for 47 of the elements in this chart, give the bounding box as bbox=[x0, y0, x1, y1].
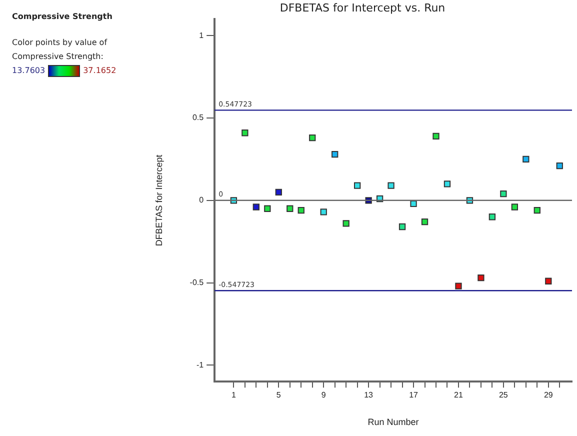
x-tick-label: 13 bbox=[364, 390, 374, 400]
point bbox=[242, 130, 248, 136]
x-tick-label: 29 bbox=[544, 390, 554, 400]
x-tick-label: 21 bbox=[454, 390, 464, 400]
point bbox=[252, 204, 260, 210]
point bbox=[421, 218, 428, 226]
point bbox=[398, 223, 406, 230]
point bbox=[320, 208, 327, 216]
point bbox=[522, 156, 530, 163]
point bbox=[332, 150, 338, 158]
point bbox=[354, 182, 361, 189]
y-tick-label: 1 bbox=[199, 30, 204, 40]
point bbox=[488, 214, 496, 220]
x-tick-label: 9 bbox=[321, 390, 326, 400]
point bbox=[298, 206, 304, 214]
point bbox=[545, 278, 552, 284]
point bbox=[511, 204, 518, 210]
point bbox=[275, 188, 282, 196]
text: Compressive Strength bbox=[12, 11, 114, 23]
y-tick-label: -0.5 bbox=[190, 278, 204, 287]
text: Compressive Strength: bbox=[12, 51, 104, 63]
y-tick-label: -1 bbox=[196, 360, 204, 370]
text: Color points by value of bbox=[12, 37, 108, 49]
x-tick-label: 5 bbox=[276, 390, 282, 400]
x-tick-label: 1 bbox=[231, 390, 236, 400]
text: 37.1652 bbox=[83, 66, 116, 75]
chart-title: DFBETAS for Intercept vs. Run bbox=[280, 1, 446, 14]
point bbox=[410, 200, 417, 208]
point bbox=[309, 134, 316, 142]
point bbox=[264, 205, 271, 212]
y-tick-label: 0.5 bbox=[192, 113, 204, 122]
point bbox=[556, 162, 563, 170]
x-tick-label: 17 bbox=[409, 390, 419, 400]
x-axis-title: Run Number bbox=[368, 417, 419, 428]
y-tick-label: 0 bbox=[199, 196, 204, 205]
point bbox=[444, 180, 451, 188]
point bbox=[342, 220, 350, 227]
point bbox=[388, 182, 394, 189]
point bbox=[534, 206, 540, 214]
point bbox=[500, 190, 507, 198]
text: 13.7603 bbox=[12, 66, 46, 75]
y-axis-title: DFBETAS for Intercept bbox=[154, 154, 164, 246]
point bbox=[432, 132, 440, 140]
x-tick-label: 25 bbox=[498, 390, 508, 400]
point bbox=[286, 205, 294, 212]
point bbox=[455, 282, 462, 290]
point bbox=[478, 274, 484, 282]
